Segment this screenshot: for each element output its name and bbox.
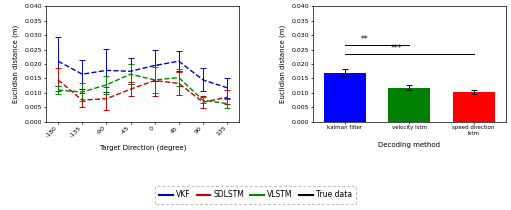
Y-axis label: Euclidian distance (m): Euclidian distance (m) [13, 25, 19, 103]
Bar [388, 88, 430, 122]
Text: ***: *** [390, 44, 402, 53]
Bar [453, 92, 495, 122]
X-axis label: Decoding method: Decoding method [378, 142, 440, 148]
X-axis label: Target Direction (degree): Target Direction (degree) [99, 144, 187, 151]
Bar [324, 73, 366, 122]
Legend: VKF, SDLSTM, VLSTM, True data: VKF, SDLSTM, VLSTM, True data [154, 186, 357, 204]
Text: **: ** [360, 35, 368, 44]
Y-axis label: Euclidian distance (m): Euclidian distance (m) [280, 25, 286, 103]
